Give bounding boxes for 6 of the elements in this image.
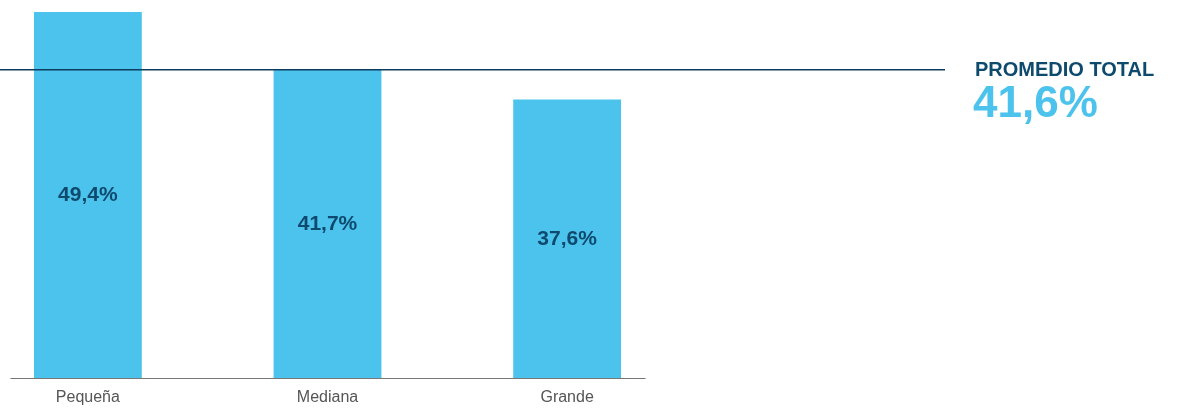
x-tick-label: Mediana: [296, 387, 359, 405]
data-label: 49,4%: [58, 182, 118, 205]
x-tick-label: Pequeña: [55, 387, 121, 405]
x-tick-label: Grande: [540, 387, 594, 405]
data-label: 37,6%: [537, 225, 598, 249]
data-label: 41,7%: [297, 210, 358, 234]
